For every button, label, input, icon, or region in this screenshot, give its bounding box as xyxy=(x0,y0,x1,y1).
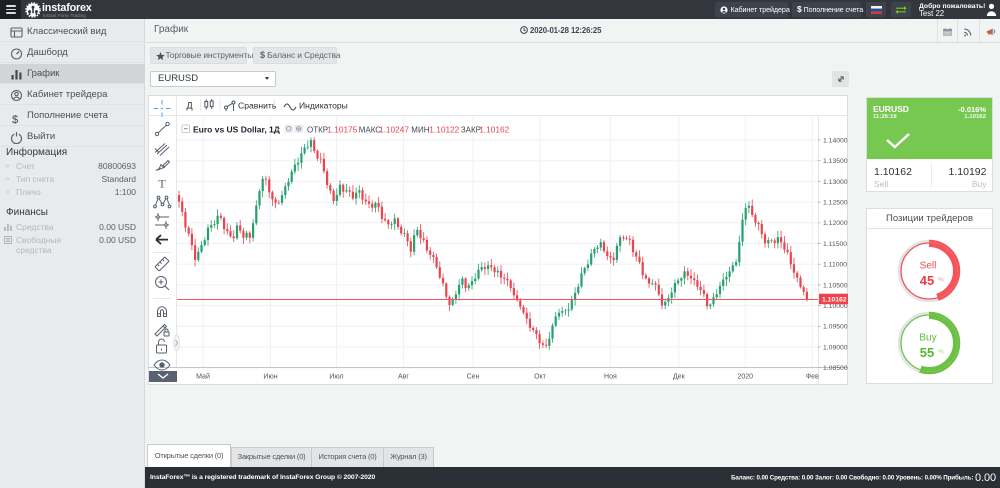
svg-text:Buy: Buy xyxy=(919,333,936,344)
svg-text:%: % xyxy=(938,277,944,284)
svg-text:1.10122: 1.10122 xyxy=(429,125,459,135)
svg-text:МАКС: МАКС xyxy=(359,126,382,135)
svg-text:Д: Д xyxy=(187,101,193,111)
svg-text:45: 45 xyxy=(919,273,933,288)
svg-text:1.10175: 1.10175 xyxy=(327,125,357,135)
svg-text:1.14000: 1.14000 xyxy=(823,137,848,144)
svg-text:1.10000: 1.10000 xyxy=(823,303,848,310)
svg-text:1.09000: 1.09000 xyxy=(823,344,848,351)
svg-text:1.10162: 1.10162 xyxy=(822,297,847,304)
svg-text:Окт: Окт xyxy=(534,374,547,381)
svg-text:Авг: Авг xyxy=(398,374,409,381)
svg-text:ЗАКР: ЗАКР xyxy=(461,126,481,135)
svg-text:1.12000: 1.12000 xyxy=(823,220,848,227)
svg-text:1.13000: 1.13000 xyxy=(823,179,848,186)
svg-text:Май: Май xyxy=(196,373,210,381)
svg-text:1.10162: 1.10162 xyxy=(479,125,509,135)
svg-text:Euro vs US Dollar, 1Д: Euro vs US Dollar, 1Д xyxy=(193,125,280,135)
svg-text:Индикаторы: Индикаторы xyxy=(299,101,348,111)
svg-text:1.11000: 1.11000 xyxy=(823,262,847,269)
svg-text:1.13500: 1.13500 xyxy=(823,158,848,165)
svg-text:1.09500: 1.09500 xyxy=(823,324,848,331)
svg-text:ОТКР: ОТКР xyxy=(307,126,328,135)
svg-text:Сен: Сен xyxy=(467,374,480,381)
svg-text:55: 55 xyxy=(919,345,933,360)
svg-text:1.10247: 1.10247 xyxy=(379,125,409,135)
svg-text:2020: 2020 xyxy=(738,374,754,381)
svg-text:1.10500: 1.10500 xyxy=(823,282,848,289)
svg-text:Июл: Июл xyxy=(329,374,343,381)
svg-text:Фев: Фев xyxy=(806,374,819,381)
svg-text:Ноя: Ноя xyxy=(604,374,617,381)
svg-text:%: % xyxy=(938,349,944,356)
svg-text:1.08500: 1.08500 xyxy=(823,365,848,372)
svg-text:Дек: Дек xyxy=(673,374,686,381)
svg-text:1.12500: 1.12500 xyxy=(823,200,848,207)
svg-text:МИН: МИН xyxy=(411,126,429,135)
svg-text:Сравнить: Сравнить xyxy=(238,101,277,111)
svg-text:Sell: Sell xyxy=(919,261,936,272)
svg-text:T: T xyxy=(158,177,166,191)
svg-text:Июн: Июн xyxy=(263,374,277,381)
svg-text:1.11500: 1.11500 xyxy=(823,241,847,248)
